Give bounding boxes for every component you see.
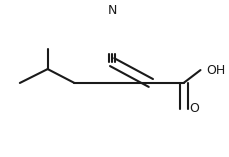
Text: OH: OH xyxy=(206,64,225,77)
Text: O: O xyxy=(189,102,199,115)
Text: N: N xyxy=(107,4,116,17)
